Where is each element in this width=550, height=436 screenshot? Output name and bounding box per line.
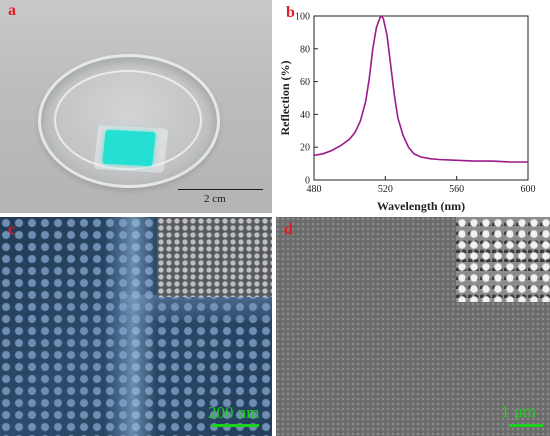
panel-label-c: c bbox=[8, 221, 16, 238]
photonic-film bbox=[102, 129, 156, 167]
sem-ridge bbox=[104, 217, 156, 436]
y-tick-label: 20 bbox=[300, 143, 310, 154]
panel-b-chart: 480 520 560 600 0 20 40 60 80 100 Reflection (%) … bbox=[276, 0, 550, 215]
y-tick-label: 0 bbox=[305, 176, 310, 187]
scalebar-c-text: 200 nm bbox=[208, 403, 260, 422]
scalebar-a-text: 2 cm bbox=[204, 193, 226, 205]
sem-inset-d bbox=[456, 217, 550, 302]
panel-label-d: d bbox=[284, 221, 293, 238]
x-tick-label: 560 bbox=[449, 184, 464, 195]
y-axis-label: Reflection (%) bbox=[278, 61, 292, 136]
sem-ledge bbox=[120, 295, 272, 321]
x-tick-label: 600 bbox=[521, 184, 536, 195]
reflection-curve bbox=[313, 14, 528, 163]
panel-a-photo: 2 cm a bbox=[0, 0, 272, 213]
scalebar-d-text: 1 μm bbox=[501, 402, 537, 421]
x-tick-label: 520 bbox=[378, 184, 393, 195]
y-tick-label: 40 bbox=[300, 110, 310, 121]
x-axis-label: Wavelength (nm) bbox=[377, 199, 465, 213]
panel-c-sem-image: c bbox=[0, 217, 272, 436]
panel-label-a: a bbox=[8, 2, 16, 19]
plot-frame bbox=[313, 15, 529, 181]
x-tick-label: 480 bbox=[307, 184, 322, 195]
y-tick-label: 80 bbox=[300, 44, 310, 55]
y-tick-label: 100 bbox=[295, 12, 310, 23]
panel-label-b: b bbox=[286, 4, 295, 21]
scalebar-c bbox=[211, 424, 259, 427]
y-tick-label: 60 bbox=[300, 77, 310, 88]
panel-d-sem-image: d bbox=[276, 217, 550, 436]
scalebar-a bbox=[178, 189, 263, 190]
sem-inset-c bbox=[157, 217, 272, 297]
scalebar-d bbox=[509, 424, 543, 427]
